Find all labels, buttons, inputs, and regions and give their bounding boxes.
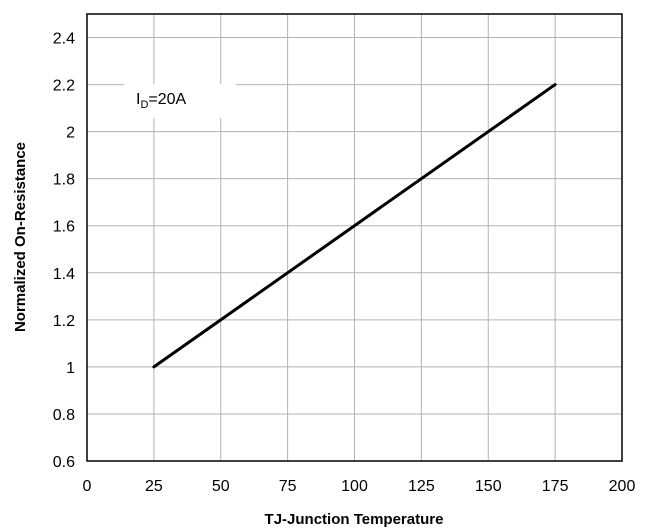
x-axis-title: TJ-Junction Temperature [265, 511, 444, 528]
x-tick-label-5: 125 [408, 478, 435, 495]
annotation-label: ID=20A [136, 91, 187, 111]
annotation-subscript: D [140, 99, 148, 111]
y-tick-label-6: 1.8 [53, 172, 75, 189]
grid [87, 14, 622, 461]
x-tick-label-6: 150 [475, 478, 502, 495]
x-tick-label-7: 175 [542, 478, 569, 495]
x-tick-label-2: 50 [212, 478, 230, 495]
x-tick-label-3: 75 [279, 478, 297, 495]
x-tick-label-4: 100 [341, 478, 368, 495]
annotation-main: I [136, 91, 140, 108]
y-tick-label-0: 0.6 [53, 454, 75, 471]
annotation-rest: =20A [148, 91, 186, 108]
series-layer [152, 83, 557, 369]
y-tick-labels: 0.6 0.8 1 1.2 1.4 1.6 1.8 2 2.2 2.4 [53, 31, 75, 471]
series-line-0 [152, 83, 557, 369]
y-tick-label-1: 0.8 [53, 407, 75, 424]
y-axis-title: Normalized On-Resistance [12, 142, 29, 332]
x-tick-label-0: 0 [83, 478, 92, 495]
y-tick-label-7: 2 [66, 125, 75, 142]
y-tick-label-2: 1 [66, 360, 75, 377]
y-tick-label-5: 1.6 [53, 219, 75, 236]
y-tick-label-4: 1.4 [53, 266, 75, 283]
x-tick-label-1: 25 [145, 478, 163, 495]
x-tick-label-8: 200 [609, 478, 636, 495]
plot-border [86, 13, 623, 462]
y-tick-label-9: 2.4 [53, 31, 75, 48]
x-tick-labels: 0 25 50 75 100 125 150 175 200 [83, 478, 636, 495]
y-tick-label-3: 1.2 [53, 313, 75, 330]
y-tick-label-8: 2.2 [53, 78, 75, 95]
annotation-background [124, 84, 236, 118]
